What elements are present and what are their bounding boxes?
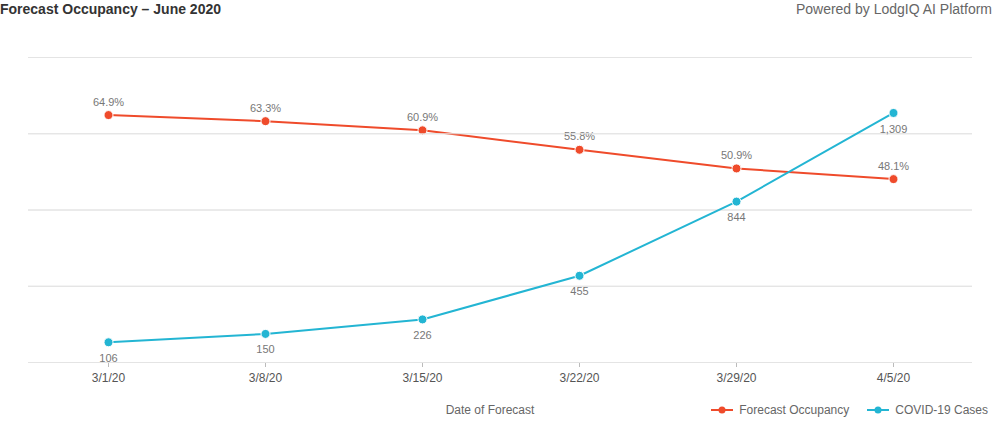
svg-text:106: 106 (99, 352, 117, 364)
svg-text:64.9%: 64.9% (93, 96, 124, 108)
svg-text:3/15/20: 3/15/20 (402, 371, 442, 385)
svg-text:226: 226 (413, 329, 431, 341)
svg-text:50.9%: 50.9% (721, 149, 752, 161)
html-text:Powered by LodgIQ AI Platform: Powered by LodgIQ AI Platform (795, 1, 992, 17)
html-text:Forecast Occupancy – June 2020: Forecast Occupancy – June 2020 (0, 1, 221, 17)
svg-text:55.8%: 55.8% (564, 130, 595, 142)
svg-text:60.9%: 60.9% (407, 111, 438, 123)
svg-text:63.3%: 63.3% (250, 102, 281, 114)
html-text:Forecast Occupancy: Forecast Occupancy (739, 403, 850, 417)
svg-text:1,309: 1,309 (880, 122, 908, 134)
svg-text:3/29/20: 3/29/20 (716, 371, 756, 385)
svg-text:3/22/20: 3/22/20 (559, 371, 599, 385)
svg-text:150: 150 (256, 343, 274, 355)
svg-text:4/5/20: 4/5/20 (877, 371, 911, 385)
svg-text:3/1/20: 3/1/20 (92, 371, 126, 385)
svg-text:844: 844 (727, 211, 745, 223)
svg-text:455: 455 (570, 285, 588, 297)
html-text:COVID-19 Cases: COVID-19 Cases (895, 403, 988, 417)
svg-text:3/8/20: 3/8/20 (249, 371, 283, 385)
svg-text:48.1%: 48.1% (878, 160, 909, 172)
html-text:Date of Forecast: Date of Forecast (445, 403, 535, 417)
